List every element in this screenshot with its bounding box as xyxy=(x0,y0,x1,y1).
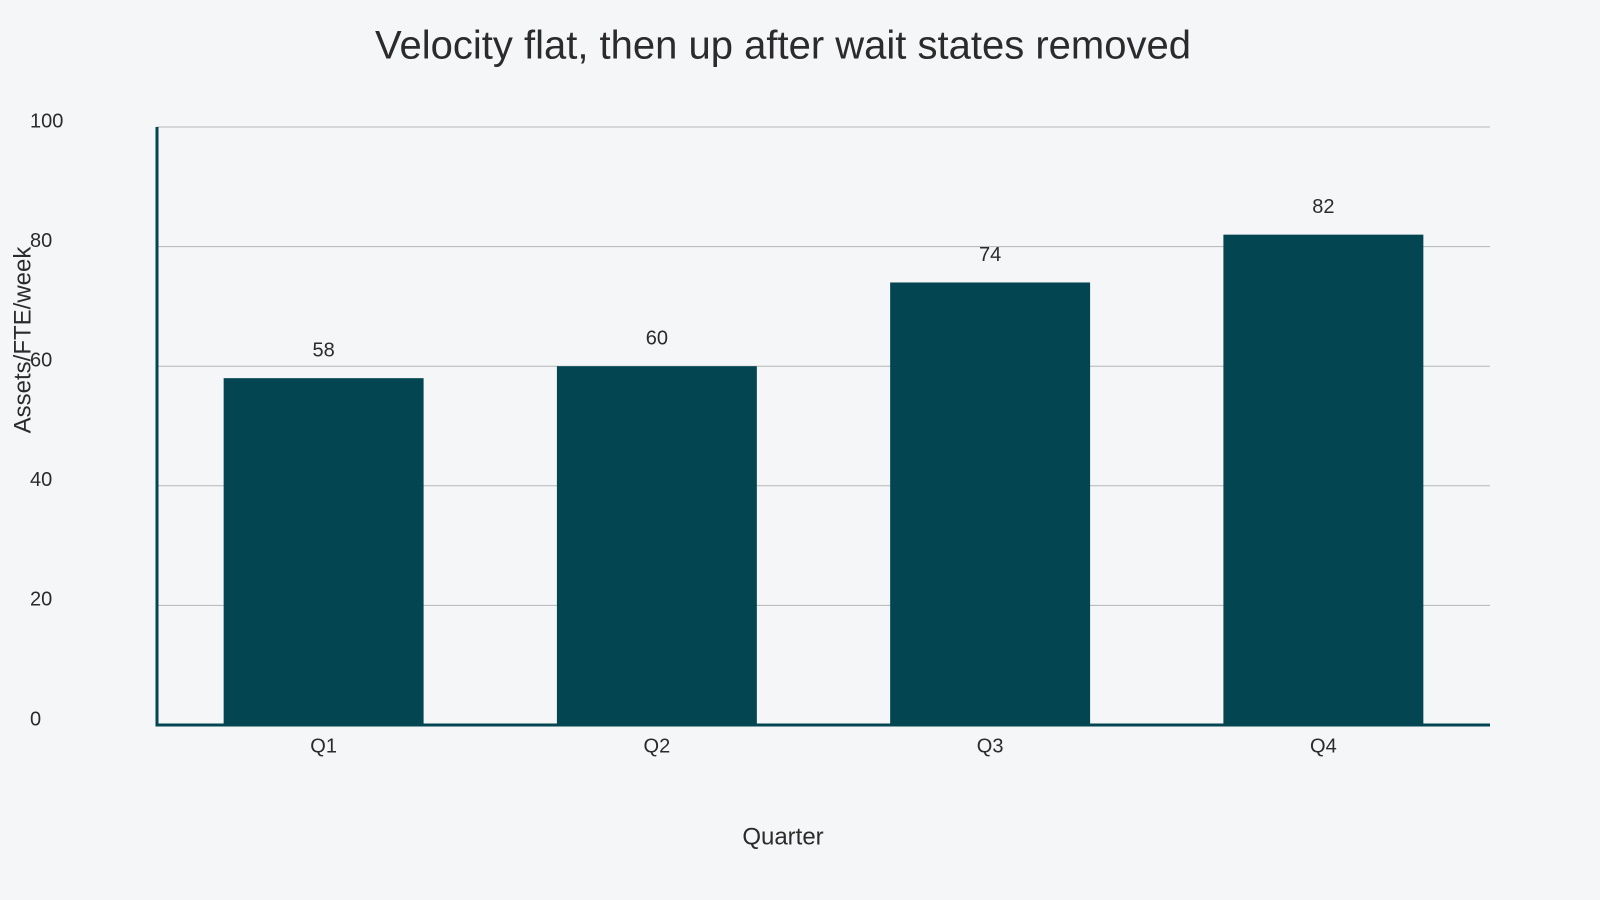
y-tick-label: 40 xyxy=(30,469,52,491)
y-tick-label: 60 xyxy=(30,349,52,371)
chart-title: Velocity flat, then up after wait states… xyxy=(375,24,1191,68)
x-axis-title: Quarter xyxy=(742,823,823,850)
y-tick-label: 20 xyxy=(30,589,52,611)
bar xyxy=(556,366,757,725)
y-tick-label: 80 xyxy=(30,230,52,252)
y-tick-label: 100 xyxy=(30,110,63,132)
x-tick-label: Q2 xyxy=(644,735,671,757)
y-axis-title: Assets/FTE/week xyxy=(9,246,36,434)
x-tick-label: Q4 xyxy=(1310,735,1337,757)
data-label: 60 xyxy=(646,327,668,349)
x-tick-label: Q3 xyxy=(977,735,1004,757)
data-label: 82 xyxy=(1312,196,1334,218)
x-tick-label: Q1 xyxy=(310,735,337,757)
data-label: 74 xyxy=(979,244,1001,266)
y-tick-label: 0 xyxy=(30,708,41,730)
bar xyxy=(1223,234,1424,725)
data-label: 58 xyxy=(313,339,335,361)
bar xyxy=(890,282,1091,725)
bar xyxy=(223,378,424,725)
